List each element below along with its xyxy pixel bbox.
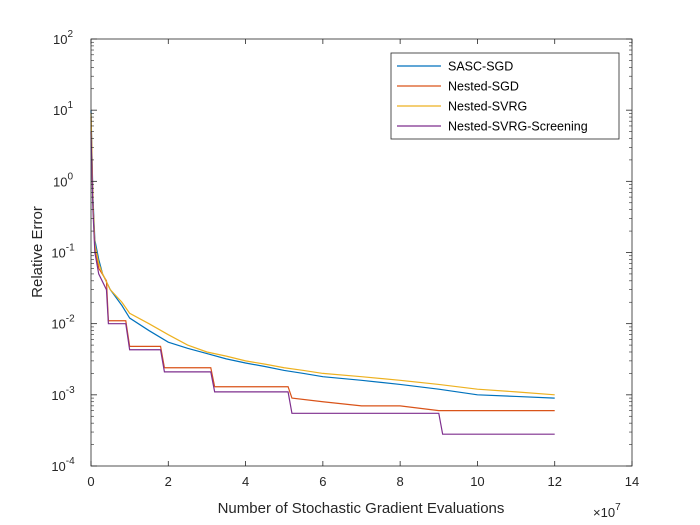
y-tick-label: 100 (53, 171, 73, 189)
x-ticks: 0 2 4 6 8 10 12 14 (87, 39, 639, 489)
y-tick-label: 10-4 (51, 456, 75, 474)
y-tick-label: 10-3 (51, 385, 75, 403)
y-tick-label: 102 (53, 29, 73, 47)
legend-label-1: SASC-SGD (448, 60, 513, 74)
x-tick-label: 4 (242, 474, 249, 489)
legend: SASC-SGD Nested-SGD Nested-SVRG Nested-SVRG… (390, 52, 620, 140)
series-line-3 (90, 113, 555, 396)
series-line-4 (90, 131, 555, 435)
y-tick-label: 10-1 (51, 243, 75, 261)
x-tick-label: 2 (165, 474, 172, 489)
x-tick-label: 12 (547, 474, 561, 489)
legend-label-2: Nested-SGD (448, 80, 519, 94)
legend-label-3: Nested-SVRG (448, 100, 527, 114)
x-tick-label: 14 (625, 474, 639, 489)
y-tick-label: 101 (53, 100, 73, 118)
x-exponent-base: ×10 (593, 505, 615, 520)
series-layer (90, 110, 555, 435)
legend-box (390, 52, 620, 140)
y-axis-label: Relative Error (29, 206, 46, 298)
x-tick-label: 8 (397, 474, 404, 489)
x-exponent-label: ×107 (593, 502, 621, 520)
x-tick-label: 6 (319, 474, 326, 489)
y-ticks: 10-4 10-3 10-2 10-1 100 101 102 (51, 29, 632, 474)
x-axis-label: Number of Stochastic Gradient Evaluation… (218, 500, 505, 517)
x-exponent-power: 7 (615, 502, 621, 513)
legend-label-4: Nested-SVRG-Screening (448, 120, 588, 134)
series-line-2 (90, 117, 555, 412)
y-tick-label: 10-2 (51, 314, 75, 332)
x-tick-label: 0 (87, 474, 94, 489)
x-tick-label: 10 (470, 474, 484, 489)
